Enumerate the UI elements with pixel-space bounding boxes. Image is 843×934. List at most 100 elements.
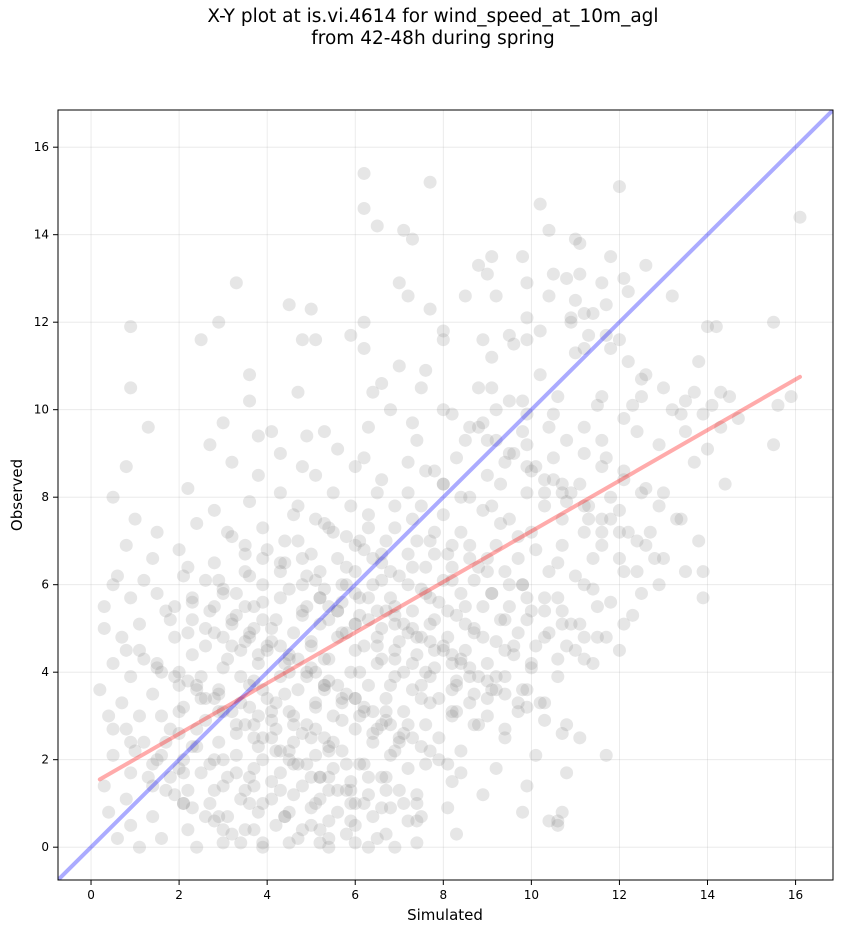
data-point <box>273 639 287 653</box>
data-point <box>718 477 732 491</box>
data-point <box>172 761 186 775</box>
data-point <box>445 656 459 670</box>
data-point <box>163 722 177 736</box>
data-point <box>348 722 362 736</box>
data-point <box>361 770 375 784</box>
y-tick-label: 12 <box>34 315 49 329</box>
data-point <box>273 783 287 797</box>
data-point <box>370 639 384 653</box>
data-point <box>185 595 199 609</box>
data-point <box>674 512 688 526</box>
data-point <box>577 578 591 592</box>
data-point <box>555 512 569 526</box>
data-point <box>533 696 547 710</box>
data-point <box>419 718 433 732</box>
data-points <box>93 166 807 854</box>
data-point <box>225 617 239 631</box>
data-point <box>265 713 279 727</box>
data-point <box>767 438 781 452</box>
data-point <box>516 425 530 439</box>
data-point <box>265 705 279 719</box>
data-point <box>361 788 375 802</box>
data-point <box>577 630 591 644</box>
data-point <box>621 285 635 299</box>
data-point <box>529 639 543 653</box>
data-point <box>322 770 336 784</box>
data-point <box>674 407 688 421</box>
data-point <box>410 814 424 828</box>
data-point <box>441 801 455 815</box>
data-point <box>361 508 375 522</box>
data-point <box>115 696 129 710</box>
data-point <box>313 823 327 837</box>
data-point <box>375 376 389 390</box>
data-point <box>617 271 631 285</box>
data-point <box>463 661 477 675</box>
data-point <box>445 407 459 421</box>
data-point <box>383 718 397 732</box>
data-point <box>370 831 384 845</box>
data-point <box>150 661 164 675</box>
data-point <box>256 521 270 535</box>
data-point <box>485 586 499 600</box>
data-point <box>221 652 235 666</box>
data-point <box>238 565 252 579</box>
data-point <box>612 643 626 657</box>
data-point <box>375 473 389 487</box>
data-point <box>172 665 186 679</box>
data-point <box>551 818 565 832</box>
data-point <box>313 792 327 806</box>
data-point <box>414 630 428 644</box>
data-point <box>524 464 538 478</box>
data-point <box>423 175 437 189</box>
data-point <box>322 831 336 845</box>
data-point <box>348 617 362 631</box>
data-point <box>414 582 428 596</box>
data-point <box>375 801 389 815</box>
data-point <box>480 691 494 705</box>
data-point <box>476 503 490 517</box>
y-axis-label: Observed <box>8 459 26 531</box>
y-tick-label: 4 <box>41 665 49 679</box>
data-point <box>199 621 213 635</box>
data-point <box>432 731 446 745</box>
data-point <box>326 735 340 749</box>
data-point <box>199 639 213 653</box>
data-point <box>568 346 582 360</box>
data-point <box>436 573 450 587</box>
data-point <box>234 792 248 806</box>
data-point <box>273 556 287 570</box>
data-point <box>313 591 327 605</box>
data-point <box>317 678 331 692</box>
data-point <box>265 775 279 789</box>
data-point <box>207 503 221 517</box>
data-point <box>485 350 499 364</box>
data-point <box>498 455 512 469</box>
data-point <box>564 311 578 325</box>
data-point <box>295 823 309 837</box>
data-point <box>331 678 345 692</box>
data-point <box>168 630 182 644</box>
data-point <box>190 516 204 530</box>
data-point <box>168 788 182 802</box>
data-point <box>450 678 464 692</box>
data-point <box>626 608 640 622</box>
data-point <box>511 530 525 544</box>
data-point <box>498 722 512 736</box>
data-point <box>639 538 653 552</box>
data-point <box>419 464 433 478</box>
data-point <box>115 630 129 644</box>
data-point <box>176 700 190 714</box>
data-point <box>172 705 186 719</box>
data-point <box>291 385 305 399</box>
data-point <box>379 783 393 797</box>
data-point <box>617 411 631 425</box>
data-point <box>238 635 252 649</box>
data-point <box>229 726 243 740</box>
data-point <box>344 499 358 513</box>
data-point <box>379 827 393 841</box>
data-point <box>110 569 124 583</box>
data-point <box>441 547 455 561</box>
data-point <box>555 486 569 500</box>
data-point <box>238 600 252 614</box>
